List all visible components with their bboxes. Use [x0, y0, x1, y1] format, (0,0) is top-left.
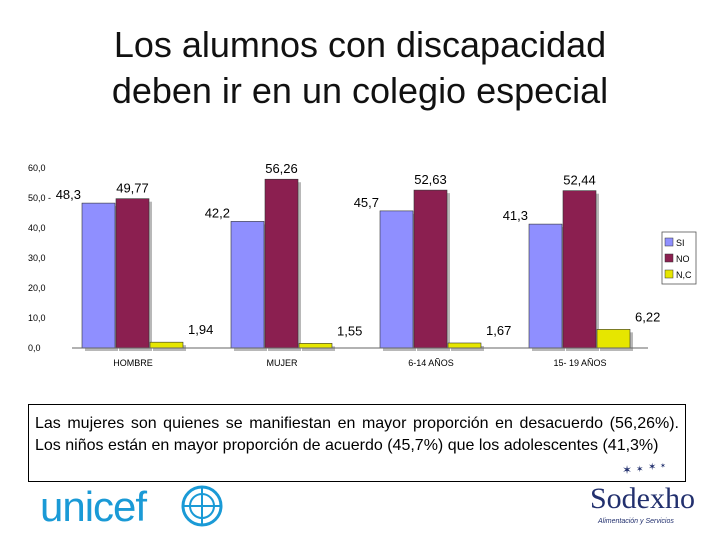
bar-si: [528, 223, 563, 349]
legend-label: N,C: [676, 270, 692, 280]
data-label: 1,67: [486, 323, 511, 338]
legend-label: NO: [676, 254, 690, 264]
sodexho-tagline: Alimentación y Servicios: [598, 518, 674, 525]
x-category-label: 15- 19 AÑOS: [553, 358, 606, 368]
x-category-label: 6-14 AÑOS: [408, 358, 454, 368]
sodexho-logo: ✶ ✶ ✶ ✶ Sodexho Alimentación y Servicios: [580, 460, 695, 536]
bar-chart: 60,0 50,0 - 40,0 30,0 20,0 10,0 0,0 48,3 49,77 1,…: [28, 161, 697, 368]
svg-text:✶: ✶: [622, 463, 632, 477]
slide-title: Los alumnos con discapacidad deben ir en…: [0, 22, 720, 114]
y-tick-label: 20,0: [28, 283, 46, 293]
y-tick-label: 10,0: [28, 313, 46, 323]
unicef-wordmark: unicef: [40, 483, 147, 530]
bar-no: [115, 198, 150, 349]
unicef-logo: unicef: [40, 482, 223, 534]
y-tick-label: 30,0: [28, 253, 46, 263]
data-label: 41,3: [503, 208, 528, 223]
bar-n-c: [298, 343, 333, 349]
legend-label: SI: [676, 238, 685, 248]
data-label: 52,63: [414, 172, 447, 187]
note-box: Las mujeres son quienes se manifiestan e…: [28, 404, 686, 482]
y-tick-label: 40,0: [28, 223, 46, 233]
bar-n-c: [596, 329, 631, 349]
data-label: 49,77: [116, 181, 149, 196]
y-tick-label: 50,0 -: [28, 193, 51, 203]
bar-si: [379, 210, 414, 349]
stars-icon: ✶ ✶ ✶ ✶: [622, 462, 666, 477]
legend-swatch: [664, 269, 674, 279]
data-label: 56,26: [265, 161, 298, 176]
bar-no: [562, 190, 597, 349]
bar-no: [413, 189, 448, 349]
legend-box: [661, 231, 697, 285]
y-tick-label: 0,0: [28, 343, 41, 353]
data-label: 52,44: [563, 173, 596, 188]
data-label: 48,3: [56, 187, 81, 202]
svg-text:✶: ✶: [648, 462, 656, 473]
data-label: 1,55: [337, 323, 362, 338]
svg-text:✶: ✶: [660, 462, 666, 470]
data-label: 42,2: [205, 205, 230, 220]
title-line-2: deben ir en un colegio especial: [111, 70, 609, 111]
bar-si: [230, 221, 265, 349]
unicef-emblem-icon: [181, 485, 223, 527]
title-line-1: Los alumnos con discapacidad: [113, 24, 607, 65]
sodexho-wordmark: Sodexho: [590, 482, 695, 515]
bar-shadow: [302, 346, 335, 351]
x-category-label: HOMBRE: [113, 358, 153, 368]
bar-n-c: [447, 342, 482, 349]
legend-swatch: [664, 253, 674, 263]
bar-si: [81, 202, 116, 349]
data-label: 6,22: [635, 309, 660, 324]
bar-n-c: [149, 341, 184, 349]
y-tick-label: 60,0: [28, 163, 46, 173]
data-label: 1,94: [188, 322, 213, 337]
legend-swatch: [664, 237, 674, 247]
data-label: 45,7: [354, 195, 379, 210]
bar-no: [264, 178, 299, 349]
svg-text:✶: ✶: [636, 465, 644, 475]
x-category-label: MUJER: [267, 358, 298, 368]
